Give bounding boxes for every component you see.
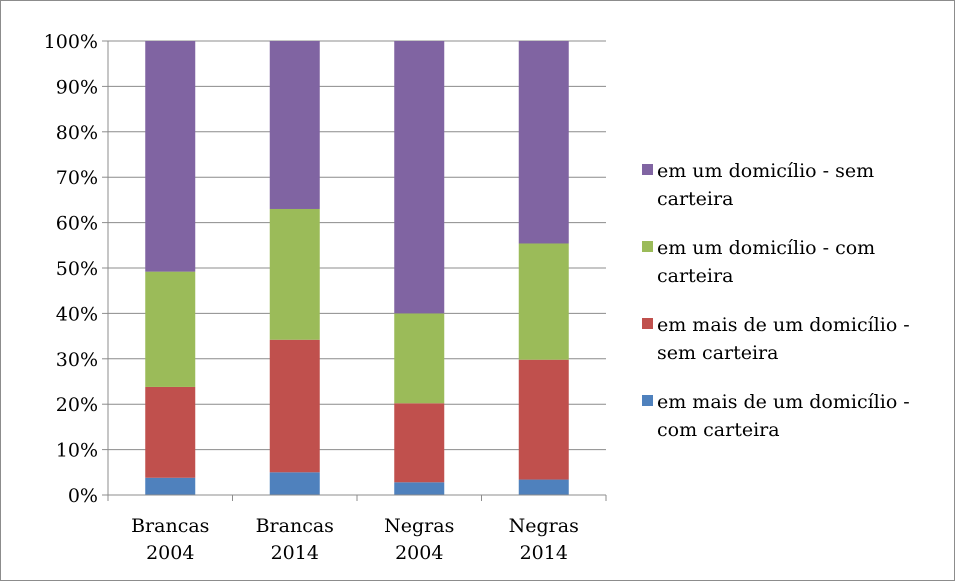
y-tick-label: 100% <box>44 31 98 53</box>
y-tick-label: 30% <box>56 349 98 371</box>
bar-segment <box>145 271 196 387</box>
bar-segment <box>145 477 196 495</box>
x-category-label: Negras <box>384 515 454 537</box>
bars <box>145 41 569 495</box>
y-tick-label: 40% <box>56 303 98 325</box>
bar-segment <box>518 41 569 244</box>
axes <box>102 40 607 501</box>
legend: em um domicílio - sem carteira em um domic… <box>642 160 910 441</box>
bar-segment <box>145 386 196 478</box>
legend-swatch <box>642 395 653 406</box>
y-tick-label: 60% <box>56 213 98 235</box>
x-category-label: Negras <box>509 515 579 537</box>
bar-segment <box>269 208 320 340</box>
x-category-label: Brancas <box>256 515 334 537</box>
x-category-label: 2014 <box>520 542 568 564</box>
bar-segment <box>518 479 569 495</box>
legend-swatch <box>642 164 653 175</box>
y-tick-label: 90% <box>56 76 98 98</box>
legend-label: em mais de um domicílio - <box>657 314 910 336</box>
y-tick-label: 80% <box>56 122 98 144</box>
legend-label: carteira <box>657 188 733 210</box>
legend-swatch <box>642 318 653 329</box>
x-category-label: Brancas <box>131 515 209 537</box>
bar-segment <box>269 472 320 495</box>
bar-segment <box>269 41 320 209</box>
bar-segment <box>394 41 445 314</box>
bar-segment <box>269 339 320 473</box>
x-category-label: 2014 <box>271 542 319 564</box>
bar-segment <box>518 359 569 480</box>
y-tick-label: 70% <box>56 167 98 189</box>
legend-label: em mais de um domicílio - <box>657 391 910 413</box>
legend-label: em um domicílio - sem <box>657 160 874 182</box>
y-tick-label: 10% <box>56 440 98 462</box>
legend-label: com carteira <box>657 419 780 441</box>
x-category-label: 2004 <box>395 542 443 564</box>
y-tick-label: 50% <box>56 258 98 280</box>
legend-label: sem carteira <box>657 342 778 364</box>
bar-segment <box>394 403 445 483</box>
legend-label: carteira <box>657 265 733 287</box>
bar-segment <box>518 243 569 360</box>
bar-segment <box>145 41 196 272</box>
legend-label: em um domicílio - com <box>657 237 875 259</box>
bar-segment <box>394 482 445 495</box>
legend-swatch <box>642 241 653 252</box>
y-axis-ticks: 0% 10% 20% 30% 40% 50% 60% 70% 80% 90% 100% <box>44 31 98 507</box>
bar-segment <box>394 313 445 404</box>
x-category-label: 2004 <box>146 542 194 564</box>
y-tick-label: 0% <box>68 485 98 507</box>
y-tick-label: 20% <box>56 394 98 416</box>
x-axis-categories: Brancas 2004 Brancas 2014 Negras 2004 Negras 20… <box>131 515 579 564</box>
